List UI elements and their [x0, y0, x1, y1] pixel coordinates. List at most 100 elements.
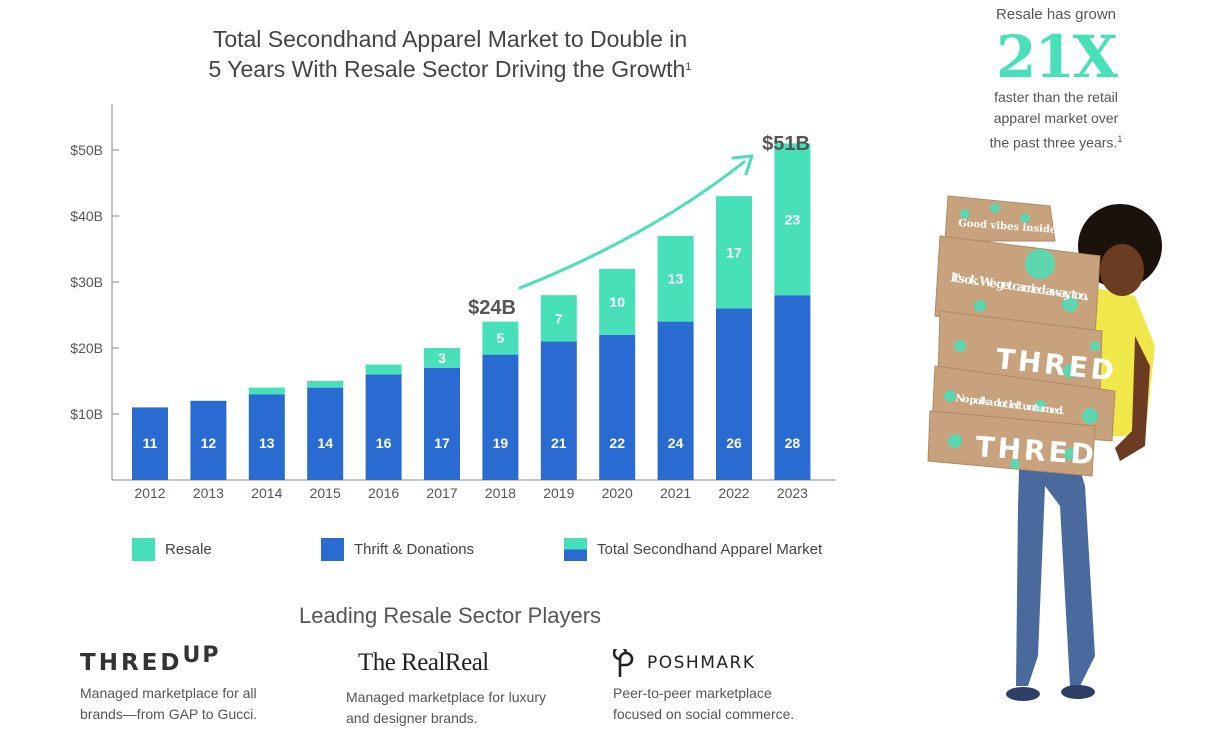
resale-bar-2016	[365, 364, 402, 375]
legend-thrift: Thrift & Donations	[321, 538, 474, 561]
side-stat-description: faster than the retail apparel market ov…	[966, 87, 1146, 154]
side-stat-value: 21X	[996, 23, 1118, 91]
x-tick-label: 2015	[310, 485, 341, 501]
resale-value-label: 7	[555, 310, 563, 326]
resale-bar-2018	[482, 321, 519, 355]
poshmark-p-icon	[613, 649, 634, 677]
thrift-value-label: 19	[493, 435, 509, 451]
thrift-bar-2016	[365, 374, 402, 480]
thrift-bar-2018	[482, 354, 519, 480]
side-stat-intro: Resale has grown	[995, 6, 1117, 23]
thrift-bar-2021	[657, 321, 694, 480]
realreal-desc-line1: Managed marketplace for luxury	[346, 689, 546, 705]
annotation-end: $51B	[762, 133, 810, 155]
thrift-value-label: 26	[726, 435, 742, 451]
growth-arrow	[518, 160, 746, 290]
resale-value-label: 10	[609, 294, 625, 310]
x-tick-label: 2021	[660, 485, 691, 501]
left-sandal	[1006, 687, 1040, 701]
poshmark-logo-text: POSHMARK	[647, 653, 756, 673]
side-stat-line1: faster than the retail	[994, 89, 1118, 105]
resale-value-label: 23	[785, 211, 801, 227]
resale-bar-2015	[307, 381, 344, 388]
poshmark-desc: Peer-to-peer marketplace focused on soci…	[613, 683, 843, 725]
x-tick-label: 2019	[543, 485, 574, 501]
resale-bar-2023	[774, 143, 811, 296]
thrift-bar-2020	[599, 334, 636, 480]
resale-bar-2019	[540, 295, 577, 342]
jeans	[1016, 436, 1095, 686]
x-tick-label: 2016	[368, 485, 399, 501]
resale-value-label: 13	[668, 271, 684, 287]
y-tick-label: $20B	[70, 340, 103, 356]
thrift-value-label: 22	[609, 435, 625, 451]
resale-bar-2014	[248, 387, 285, 395]
thrift-bar-2023	[774, 295, 811, 480]
realreal-desc: Managed marketplace for luxury and desig…	[346, 687, 576, 729]
thredup-logo-sup: UP	[182, 642, 221, 668]
chart-title-line2-text: 5 Years With Resale Sector Driving the G…	[208, 56, 686, 82]
chart-title-line1: Total Secondhand Apparel Market to Doubl…	[212, 26, 688, 52]
player-thredup: THRED UP Managed marketplace for all bran…	[80, 642, 310, 725]
resale-bar-2017	[424, 348, 460, 368]
resale-value-label: 5	[497, 330, 505, 346]
legend-total-swatch	[564, 538, 587, 561]
side-stat-line3: the past three years.1	[966, 129, 1146, 154]
y-tick-label: $40B	[70, 208, 103, 224]
thrift-value-label: 11	[143, 435, 158, 451]
thrift-value-label: 17	[434, 435, 450, 451]
legend-resale: Resale	[132, 538, 212, 561]
poshmark-logo: POSHMARK	[613, 645, 843, 681]
x-tick-label: 2018	[485, 485, 516, 501]
x-tick-label: 2017	[426, 485, 457, 501]
x-tick-label: 2014	[251, 485, 282, 501]
y-tick-label: $10B	[70, 406, 103, 422]
chart-title: Total Secondhand Apparel Market to Doubl…	[150, 24, 750, 84]
box-stack	[927, 195, 1116, 477]
x-tick-label: 2022	[718, 485, 749, 501]
x-tick-label: 2020	[602, 485, 633, 501]
box-5	[927, 410, 1096, 477]
annotation-start: $24B	[468, 297, 516, 319]
right-sandal	[1061, 685, 1095, 699]
thrift-bar-2022	[716, 308, 752, 480]
y-tick-label: $30B	[70, 274, 103, 290]
thrift-value-label: 14	[317, 435, 333, 451]
poshmark-desc-line2: focused on social commerce.	[613, 706, 795, 722]
thredup-logo: THRED UP	[80, 642, 310, 681]
x-tick-label: 2023	[777, 485, 808, 501]
side-footnote: 1	[1117, 134, 1123, 144]
thrift-bar-2012	[132, 407, 168, 480]
stacked-bar-chart: $10B $20B $30B $40B $50B 11 2012 12 2013 13 2014 14…	[70, 104, 836, 501]
thredup-logo-main: THRED	[80, 650, 183, 676]
thrift-bar-2014	[248, 394, 285, 480]
thrift-bar-2013	[190, 400, 227, 480]
thrift-value-label: 13	[259, 435, 275, 451]
side-stat-line2: apparel market over	[993, 110, 1119, 126]
resale-bar-2021	[657, 235, 694, 322]
resale-bar-2022	[716, 196, 752, 309]
thrift-value-label: 16	[376, 435, 392, 451]
thrift-value-label: 21	[551, 435, 567, 451]
legend-resale-label: Resale	[165, 541, 212, 558]
thredup-desc: Managed marketplace for all brands—from …	[80, 683, 310, 725]
legend-thrift-label: Thrift & Donations	[354, 541, 475, 558]
legend-resale-swatch	[132, 538, 155, 561]
players-title: Leading Resale Sector Players	[298, 603, 602, 628]
side-stat-line3-text: the past three years.	[989, 134, 1118, 151]
legend-total: Total Secondhand Apparel Market	[564, 538, 822, 561]
thrift-bar-2017	[424, 367, 460, 480]
resale-bar-2020	[599, 268, 636, 335]
title-footnote: 1	[685, 61, 692, 73]
resale-value-label: 17	[726, 244, 742, 260]
x-tick-label: 2012	[134, 485, 165, 501]
legend-total-label: Total Secondhand Apparel Market	[597, 541, 823, 558]
x-tick-label: 2013	[193, 485, 224, 501]
thrift-value-label: 12	[201, 435, 217, 451]
box-polka-dots	[944, 203, 1100, 469]
poshmark-desc-line1: Peer-to-peer marketplace	[613, 685, 772, 701]
arm	[1115, 336, 1150, 461]
thrift-bar-2015	[307, 387, 344, 480]
legend-thrift-swatch	[321, 538, 344, 561]
face	[1100, 244, 1144, 296]
